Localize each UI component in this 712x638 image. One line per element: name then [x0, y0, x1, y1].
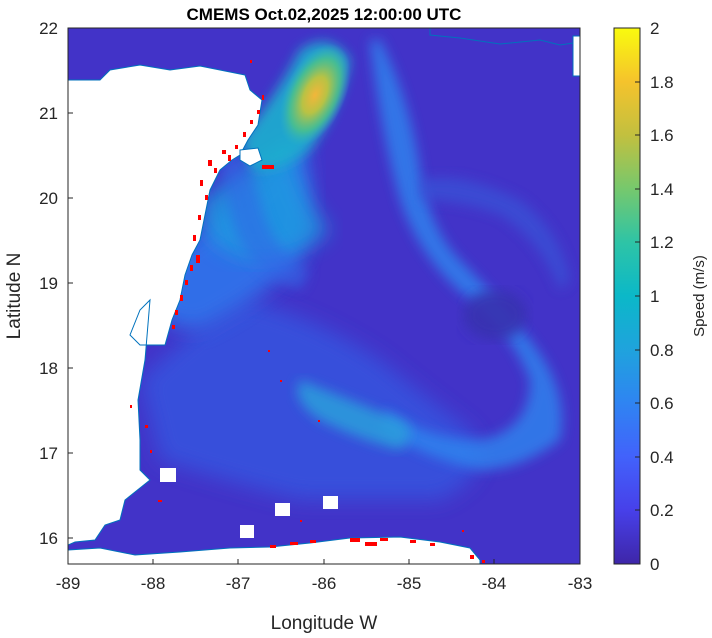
x-axis-label: Longitude W [271, 613, 378, 634]
colorbar: 2 1.8 1.6 1.4 1.2 1 0.8 0.6 0.4 0.2 0 Sp… [613, 19, 708, 574]
colorbar-tick-label: 1 [650, 287, 659, 306]
cozumel-island [239, 147, 263, 167]
x-tick-label: -87 [226, 574, 251, 593]
yucatan-peninsula [68, 28, 263, 546]
y-tick-label: 22 [39, 19, 58, 38]
y-tick-label: 20 [39, 189, 58, 208]
colorbar-tick-label: 0.6 [650, 394, 674, 413]
colorbar-ticks [635, 27, 640, 565]
y-tick-label: 19 [39, 274, 58, 293]
colorbar-tick-label: 1.2 [650, 233, 674, 252]
tick-marks [67, 27, 581, 564]
colorbar-tick-label: 0.8 [650, 341, 674, 360]
cuba-tip [429, 28, 580, 46]
colorbar-tick-label: 1.6 [650, 126, 674, 145]
map-title: CMEMS Oct.02,2025 12:00:00 UTC [187, 5, 462, 24]
colorbar-tick-label: 1.8 [650, 73, 674, 92]
y-axis-label: Latitude N [4, 253, 25, 340]
x-tick-label: -83 [568, 574, 593, 593]
island-4 [240, 525, 254, 538]
x-tick-label: -89 [56, 574, 81, 593]
colorbar-tick-label: 0.4 [650, 448, 674, 467]
x-tick-label: -86 [312, 574, 337, 593]
x-tick-label: -88 [141, 574, 166, 593]
y-tick-label: 16 [39, 529, 58, 548]
plot-area [68, 28, 580, 564]
x-tick-labels: -89 -88 -87 -86 -85 -84 -83 [56, 574, 593, 593]
y-tick-labels: 22 21 20 19 18 17 16 [39, 19, 58, 548]
x-tick-label: -85 [397, 574, 422, 593]
y-tick-label: 17 [39, 444, 58, 463]
colorbar-tick-label: 1.4 [650, 180, 674, 199]
current-speed-field [140, 40, 570, 500]
colorbar-tick-label: 0 [650, 555, 659, 574]
sargassum-detections [130, 60, 485, 563]
colorbar-tick-label: 2 [650, 19, 659, 38]
y-tick-label: 21 [39, 104, 58, 123]
island-3 [323, 496, 338, 509]
island-2 [275, 503, 290, 516]
x-tick-label: -84 [482, 574, 507, 593]
y-tick-label: 18 [39, 359, 58, 378]
colorbar-tick-label: 0.2 [650, 501, 674, 520]
island-1 [160, 468, 176, 482]
colorbar-label: Speed (m/s) [691, 255, 708, 337]
